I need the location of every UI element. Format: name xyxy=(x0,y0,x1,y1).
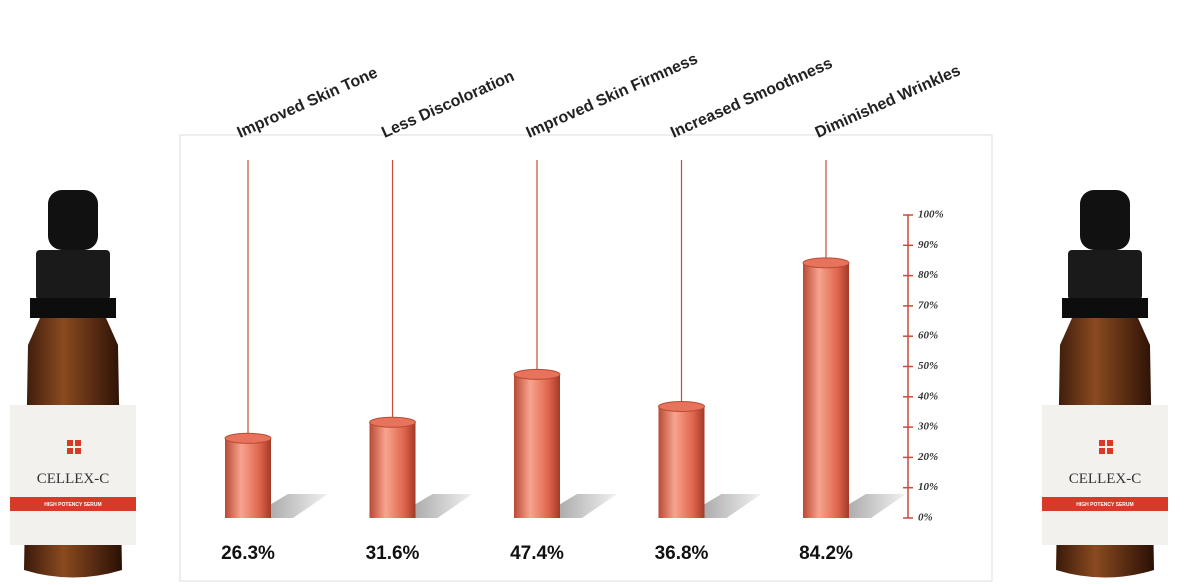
tagline: HIGH POTENCY SERUM xyxy=(44,502,101,508)
y-tick-label: 0% xyxy=(918,512,933,524)
y-tick-label: 10% xyxy=(918,481,938,493)
value-label: 84.2% xyxy=(799,543,853,564)
y-tick-label: 50% xyxy=(918,360,938,372)
y-tick-label: 70% xyxy=(918,299,938,311)
y-tick-label: 40% xyxy=(917,390,938,402)
bar xyxy=(803,262,849,518)
y-tick-label: 90% xyxy=(918,239,938,251)
bottle-left: CELLEX-C HIGH POTENCY SERUM xyxy=(10,190,136,578)
y-tick-label: 30% xyxy=(917,421,938,433)
value-label: 47.4% xyxy=(510,543,564,564)
value-label: 36.8% xyxy=(655,543,709,564)
category-label: Less Discoloration xyxy=(379,68,517,142)
bar-top xyxy=(224,432,272,444)
tagline: HIGH POTENCY SERUM xyxy=(1076,502,1133,508)
bar xyxy=(514,374,560,518)
bar-top xyxy=(369,416,416,428)
bar xyxy=(225,438,271,518)
bottle-right: CELLEX-C HIGH POTENCY SERUM xyxy=(1042,190,1168,578)
brand: CELLEX-C xyxy=(37,471,110,487)
y-tick-label: 80% xyxy=(918,269,938,281)
category-label: Diminished Wrinkles xyxy=(813,62,964,141)
bar xyxy=(369,422,416,518)
value-label: 26.3% xyxy=(221,543,275,564)
bar xyxy=(658,406,705,518)
bar-top xyxy=(658,400,705,412)
y-tick-label: 100% xyxy=(918,209,944,221)
bar-top xyxy=(802,257,850,269)
brand: CELLEX-C xyxy=(1069,471,1142,487)
y-tick-label: 60% xyxy=(918,330,938,342)
bar-top xyxy=(513,368,561,380)
y-tick-label: 20% xyxy=(917,451,938,463)
category-label: Improved Skin Tone xyxy=(235,64,381,141)
value-label: 31.6% xyxy=(366,543,420,564)
